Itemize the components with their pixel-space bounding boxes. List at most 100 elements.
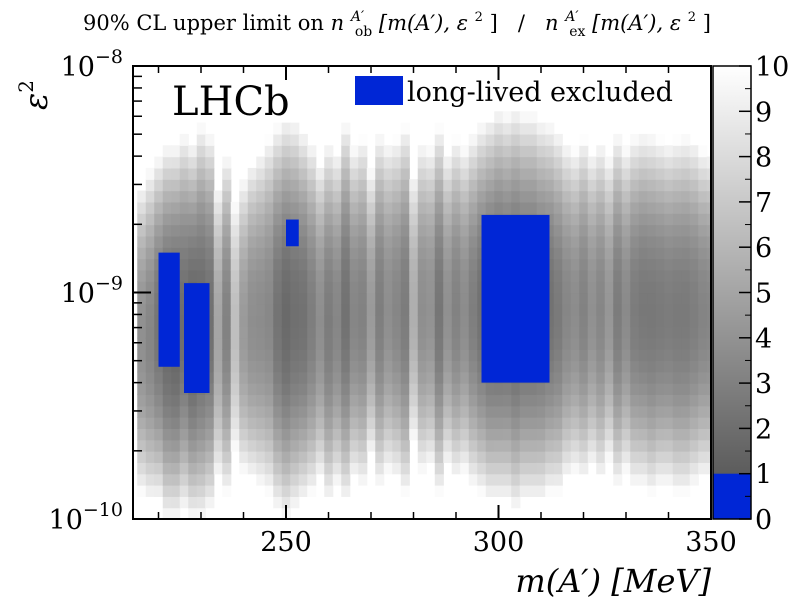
heatmap-cell <box>366 235 376 248</box>
heatmap-cell <box>706 337 711 350</box>
heatmap-cell <box>392 179 402 192</box>
heatmap-cell <box>443 213 453 226</box>
heatmap-cell <box>536 201 546 214</box>
colorbar-tick-label: 0 <box>755 505 772 536</box>
heatmap-cell <box>477 405 487 418</box>
heatmap-cell <box>630 451 640 463</box>
heatmap-cell <box>417 156 427 169</box>
heatmap-cell <box>638 167 648 180</box>
heatmap-cell <box>324 292 334 305</box>
heatmap-cell <box>392 145 402 158</box>
heatmap-cell <box>205 496 215 509</box>
heatmap-cell <box>179 224 189 237</box>
heatmap-cell <box>383 417 393 429</box>
heatmap-cell <box>196 485 206 497</box>
heatmap-cell <box>630 235 640 248</box>
heatmap-cell <box>409 394 419 407</box>
heatmap-cell <box>681 315 691 328</box>
heatmap-cell <box>264 315 274 328</box>
heatmap-cell <box>434 451 444 463</box>
heatmap-cell <box>332 201 342 214</box>
heatmap-cell <box>366 201 376 214</box>
heatmap-cell <box>273 133 283 146</box>
heatmap-cell <box>383 224 393 237</box>
heatmap-cell <box>545 133 555 146</box>
heatmap-cell <box>672 303 682 316</box>
heatmap-cell <box>681 371 691 384</box>
heatmap-cell <box>519 428 529 441</box>
heatmap-cell <box>477 201 487 214</box>
heatmap-cell <box>205 224 215 237</box>
heatmap-cell <box>281 122 291 135</box>
heatmap-cell <box>545 247 555 260</box>
heatmap-cell <box>460 190 470 203</box>
heatmap-cell <box>264 371 274 384</box>
heatmap-cell <box>655 258 665 271</box>
heatmap-cell <box>672 383 682 396</box>
heatmap-cell <box>460 349 470 362</box>
heatmap-cell <box>341 258 351 271</box>
heatmap-cell <box>281 133 291 146</box>
heatmap-cell <box>519 405 529 418</box>
heatmap-cell <box>613 349 623 362</box>
heatmap-cell <box>188 428 198 441</box>
heatmap-cell <box>681 383 691 396</box>
heatmap-cell <box>281 496 291 509</box>
heatmap-cell <box>341 383 351 396</box>
heatmap-cell <box>706 303 711 316</box>
heatmap-cell <box>647 337 657 350</box>
heatmap-cell <box>298 326 308 339</box>
heatmap-cell <box>451 337 461 350</box>
heatmap-cell <box>205 360 215 373</box>
heatmap-cell <box>434 281 444 294</box>
heatmap-cell <box>587 349 597 362</box>
heatmap-cell <box>137 439 147 452</box>
heatmap-cell <box>383 326 393 339</box>
heatmap-cell <box>468 315 478 328</box>
heatmap-cell <box>536 167 546 180</box>
heatmap-cell <box>341 349 351 362</box>
heatmap-cell <box>638 394 648 407</box>
heatmap-cell <box>494 417 504 429</box>
heatmap-cell <box>358 451 368 463</box>
heatmap-cell <box>451 315 461 328</box>
heatmap-cell <box>205 371 215 384</box>
heatmap-cell <box>315 292 325 305</box>
heatmap-cell <box>179 247 189 260</box>
heatmap-cell <box>179 428 189 441</box>
heatmap-cell <box>196 417 206 429</box>
heatmap-cell <box>604 349 614 362</box>
heatmap-cell <box>247 315 257 328</box>
heatmap-cell <box>426 417 436 429</box>
heatmap-cell <box>485 133 495 146</box>
heatmap-cell <box>536 394 546 407</box>
heatmap-cell <box>638 269 648 282</box>
heatmap-cell <box>638 303 648 316</box>
heatmap-cell <box>613 235 623 248</box>
heatmap-cell <box>324 371 334 384</box>
heatmap-cell <box>281 451 291 463</box>
heatmap-cell <box>341 417 351 429</box>
heatmap-cell <box>587 167 597 180</box>
heatmap-cell <box>230 337 240 350</box>
heatmap-cell <box>613 190 623 203</box>
heatmap-cell <box>655 428 665 441</box>
heatmap-cell <box>307 383 317 396</box>
heatmap-cell <box>171 417 181 429</box>
heatmap-cell <box>213 439 223 452</box>
heatmap-cell <box>460 462 470 475</box>
heatmap-cell <box>358 235 368 248</box>
heatmap-cell <box>324 473 334 486</box>
heatmap-cell <box>443 349 453 362</box>
heatmap-cell <box>239 179 249 192</box>
heatmap-cell <box>222 315 232 328</box>
heatmap-cell <box>613 156 623 169</box>
heatmap-cell <box>307 473 317 486</box>
heatmap-cell <box>664 337 674 350</box>
heatmap-cell <box>579 360 589 373</box>
heatmap-cell <box>468 371 478 384</box>
heatmap-cell <box>358 371 368 384</box>
heatmap-cell <box>579 394 589 407</box>
heatmap-cell <box>664 439 674 452</box>
heatmap-cell <box>596 337 606 350</box>
